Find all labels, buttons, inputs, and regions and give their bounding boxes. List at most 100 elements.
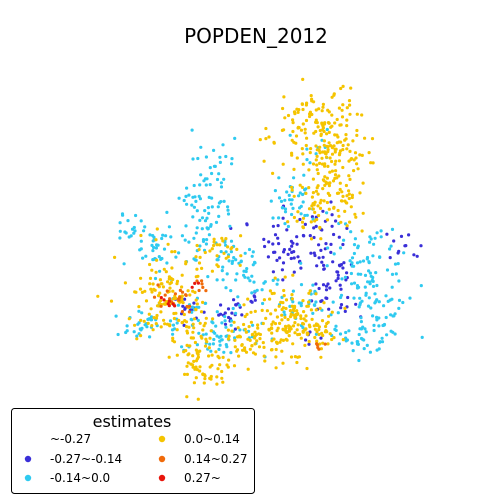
data-point bbox=[393, 262, 398, 266]
data-point bbox=[203, 344, 208, 348]
data-point bbox=[317, 286, 321, 291]
data-point bbox=[282, 294, 286, 298]
data-point bbox=[139, 247, 143, 251]
data-point bbox=[312, 100, 316, 104]
data-point bbox=[209, 377, 213, 381]
data-point bbox=[295, 156, 299, 160]
data-point bbox=[286, 113, 291, 118]
data-point bbox=[327, 314, 331, 318]
data-point bbox=[148, 233, 152, 237]
data-point bbox=[308, 114, 312, 119]
data-point bbox=[347, 99, 352, 103]
data-point bbox=[207, 354, 211, 358]
data-point bbox=[187, 310, 191, 314]
data-point bbox=[328, 286, 332, 290]
data-point bbox=[228, 224, 232, 228]
data-point bbox=[132, 330, 136, 334]
data-point bbox=[180, 310, 184, 314]
data-point bbox=[307, 168, 311, 172]
data-point bbox=[199, 173, 203, 177]
data-point bbox=[304, 143, 308, 148]
data-point bbox=[316, 184, 320, 188]
data-point bbox=[194, 255, 198, 259]
data-point bbox=[217, 335, 221, 339]
data-point bbox=[329, 250, 333, 254]
data-point bbox=[305, 213, 309, 217]
data-point bbox=[310, 97, 314, 101]
data-point bbox=[298, 183, 302, 187]
data-point bbox=[237, 303, 242, 307]
data-point bbox=[326, 342, 330, 346]
data-point bbox=[344, 183, 348, 188]
data-point bbox=[210, 247, 214, 251]
data-point bbox=[162, 318, 166, 322]
data-point bbox=[135, 337, 139, 341]
data-point bbox=[415, 254, 419, 258]
data-point bbox=[263, 359, 267, 363]
data-point bbox=[191, 354, 195, 358]
data-point bbox=[292, 256, 296, 260]
data-point bbox=[285, 228, 289, 232]
scatter-points bbox=[96, 77, 424, 401]
data-point bbox=[333, 147, 337, 151]
data-point bbox=[337, 191, 341, 195]
data-point bbox=[127, 317, 131, 321]
data-point bbox=[314, 292, 318, 296]
data-point bbox=[148, 276, 153, 280]
data-point bbox=[253, 309, 257, 313]
data-point bbox=[291, 300, 295, 304]
data-point bbox=[281, 328, 286, 332]
data-point bbox=[214, 220, 219, 224]
data-point bbox=[312, 226, 316, 230]
data-point bbox=[341, 194, 345, 198]
data-point bbox=[336, 135, 340, 139]
data-point bbox=[291, 289, 295, 293]
data-point bbox=[243, 314, 247, 319]
data-point bbox=[220, 338, 224, 342]
data-point bbox=[125, 329, 129, 333]
data-point bbox=[397, 298, 402, 302]
legend-marker bbox=[158, 435, 166, 443]
data-point bbox=[300, 147, 304, 151]
data-point bbox=[291, 324, 296, 328]
data-point bbox=[235, 272, 239, 276]
data-point bbox=[171, 323, 176, 327]
data-point bbox=[360, 113, 364, 117]
data-point bbox=[302, 310, 306, 314]
data-point bbox=[331, 179, 336, 183]
data-point bbox=[262, 159, 266, 163]
data-point bbox=[345, 271, 349, 275]
data-point bbox=[336, 270, 340, 274]
data-point bbox=[223, 319, 227, 323]
data-point bbox=[248, 347, 252, 351]
data-point bbox=[247, 325, 251, 329]
data-point bbox=[388, 298, 392, 302]
data-point bbox=[299, 316, 303, 321]
data-point bbox=[292, 309, 296, 313]
legend-label: 0.27~ bbox=[184, 471, 221, 485]
data-point bbox=[212, 240, 216, 244]
data-point bbox=[158, 269, 162, 273]
data-point bbox=[311, 162, 316, 166]
data-point bbox=[271, 171, 275, 175]
data-point bbox=[336, 208, 340, 213]
data-point bbox=[250, 300, 254, 304]
data-point bbox=[358, 296, 362, 300]
data-point bbox=[371, 161, 375, 165]
data-point bbox=[184, 293, 188, 297]
data-point bbox=[274, 366, 278, 370]
data-point bbox=[268, 297, 272, 301]
data-point bbox=[151, 328, 155, 332]
data-point bbox=[202, 324, 206, 328]
data-point bbox=[315, 339, 319, 343]
data-point bbox=[163, 322, 167, 326]
data-point bbox=[315, 163, 319, 167]
data-point bbox=[305, 332, 309, 337]
data-point bbox=[277, 304, 281, 308]
data-point bbox=[343, 306, 347, 310]
data-point bbox=[194, 308, 198, 312]
data-point bbox=[219, 185, 224, 189]
data-point bbox=[175, 282, 179, 286]
data-point bbox=[318, 201, 322, 205]
data-point bbox=[358, 191, 362, 195]
